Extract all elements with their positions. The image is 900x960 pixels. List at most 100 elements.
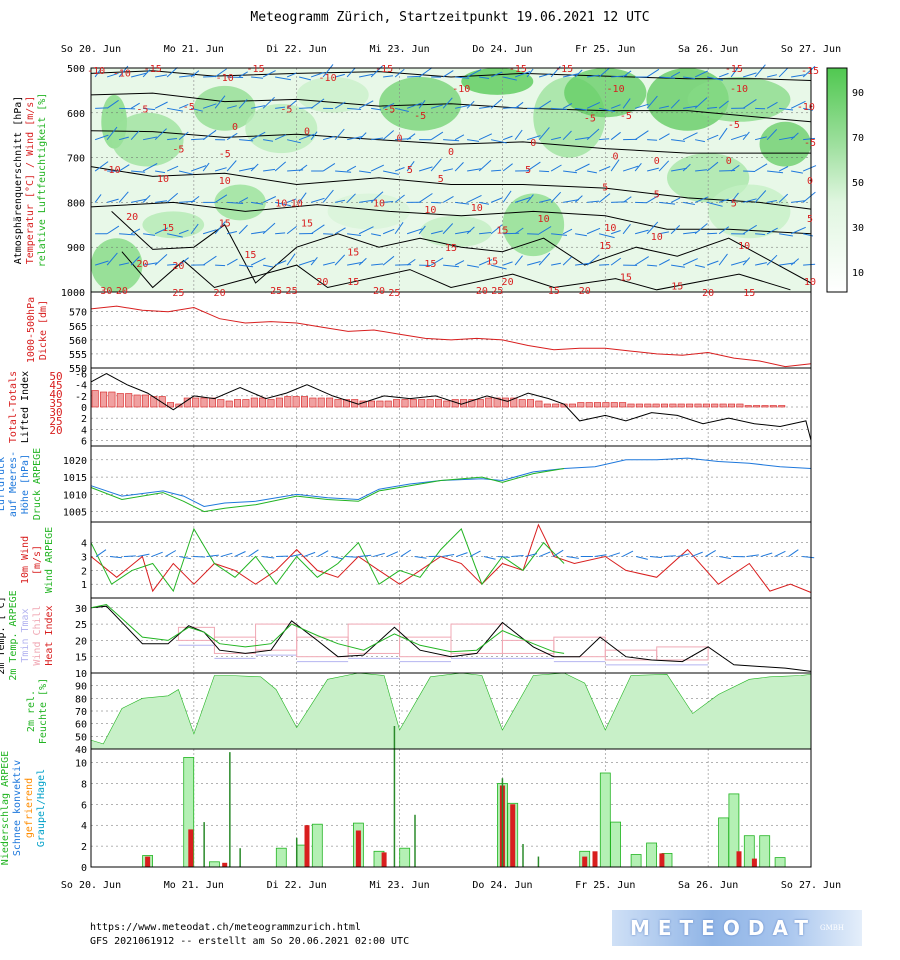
day-label-bottom: Mi 23. Jun bbox=[369, 880, 429, 891]
total-totals-bar bbox=[518, 399, 526, 408]
tick-label: 4 bbox=[81, 539, 87, 550]
isotherm-label: 5 bbox=[731, 198, 737, 209]
isotherm-label: -5 bbox=[414, 111, 426, 122]
wind-barb bbox=[575, 137, 589, 141]
wind-barb bbox=[395, 107, 409, 112]
isotherm-label: 10 bbox=[651, 232, 663, 243]
tick-label: 25 bbox=[75, 620, 87, 631]
tick-label: 30 bbox=[75, 604, 87, 615]
isotherm-label: 10 bbox=[373, 198, 385, 209]
wind-barb bbox=[299, 107, 314, 109]
wind-barb bbox=[226, 132, 238, 141]
wind-barb bbox=[551, 233, 568, 236]
wind-barb bbox=[622, 223, 631, 235]
wind-barb bbox=[155, 200, 168, 203]
wind-barb bbox=[562, 130, 572, 141]
axis-title-line: Dicke [dm] bbox=[38, 300, 49, 360]
wind-barb bbox=[599, 138, 610, 141]
precip-bar bbox=[630, 854, 642, 868]
wind-barb bbox=[347, 107, 362, 110]
wind-barb bbox=[622, 196, 632, 203]
wind-barb bbox=[670, 197, 681, 203]
wind-barb bbox=[730, 192, 739, 203]
isotherm-label: 15 bbox=[620, 272, 632, 283]
total-totals-bar bbox=[91, 390, 99, 408]
wind-barb bbox=[742, 72, 757, 78]
total-totals-bar bbox=[619, 402, 627, 408]
colorbar-tick-label: 30 bbox=[852, 223, 864, 234]
wind-barb bbox=[479, 106, 492, 109]
wind-barb bbox=[802, 65, 816, 78]
isotherm-label: 5 bbox=[602, 183, 608, 194]
wind-barb bbox=[491, 169, 502, 172]
total-totals-bar bbox=[485, 397, 493, 408]
total-totals-bar bbox=[593, 402, 601, 408]
wind-barb bbox=[118, 191, 129, 203]
wind-barb bbox=[539, 170, 550, 173]
axis-title-line: Wind Chill bbox=[32, 605, 43, 665]
wind-barb bbox=[563, 73, 579, 78]
total-totals-bar bbox=[150, 396, 158, 408]
humidity-colorbar bbox=[826, 67, 848, 293]
total-totals-bar bbox=[660, 403, 668, 408]
wind-barb bbox=[322, 135, 335, 141]
wind-barb bbox=[598, 166, 611, 172]
total-totals-bar bbox=[141, 394, 149, 408]
axis-title-line: auf Meeres- bbox=[8, 451, 19, 517]
wind-barb bbox=[718, 100, 729, 109]
wind-barb bbox=[298, 259, 315, 266]
total-totals-tick: 45 bbox=[49, 379, 62, 392]
isotherm-label: -10 bbox=[797, 102, 815, 113]
wind-barb bbox=[227, 231, 238, 235]
wind-barb bbox=[707, 106, 718, 109]
total-totals-bar bbox=[727, 403, 735, 408]
panel-background bbox=[91, 292, 811, 368]
total-totals-tick: 25 bbox=[49, 415, 62, 428]
pressure-axis-title: Luftdruck auf Meeres- Höhe [hPa] Druck ARPE… bbox=[0, 448, 43, 520]
pressure-arpege-line bbox=[90, 468, 565, 513]
wind-barb bbox=[358, 132, 367, 141]
tick-label: 560 bbox=[69, 336, 87, 347]
wind-barb bbox=[454, 162, 464, 172]
tick-label: 550 bbox=[69, 364, 87, 375]
lifted-index-tick: -2 bbox=[75, 392, 87, 403]
total-totals-bar bbox=[133, 394, 141, 408]
meteodat-logo[interactable]: METEODAT GMBH bbox=[612, 910, 862, 946]
wind-barb bbox=[430, 131, 444, 141]
wind-barb bbox=[130, 256, 140, 266]
isotherm-label: -15 bbox=[555, 64, 573, 75]
total-totals-bar bbox=[552, 403, 560, 408]
total-totals-bar bbox=[376, 400, 384, 408]
wind-barb bbox=[334, 73, 345, 78]
wind-barb bbox=[142, 194, 151, 203]
wind-arrow bbox=[469, 550, 481, 557]
wind-barb bbox=[454, 134, 465, 141]
tick-label: 20 bbox=[75, 636, 87, 647]
wind-barb bbox=[106, 126, 118, 140]
total-totals-bar bbox=[192, 397, 200, 408]
wind-arrow bbox=[525, 553, 538, 558]
wind-barb bbox=[778, 67, 788, 78]
wind-barb bbox=[694, 97, 708, 109]
wind-barb bbox=[106, 99, 119, 109]
wind-barb bbox=[274, 161, 287, 172]
tick-label: 50 bbox=[75, 732, 87, 743]
wind-arrow bbox=[414, 556, 427, 559]
isotherm-label: 15 bbox=[486, 257, 498, 268]
wind-barb bbox=[334, 128, 345, 141]
isotherm-label: 15 bbox=[743, 288, 755, 299]
wind-barb bbox=[94, 68, 102, 78]
total-totals-bar bbox=[116, 393, 124, 408]
wind-barb bbox=[287, 139, 301, 144]
tick-label: 1 bbox=[81, 580, 87, 591]
isotherm-label: -10 bbox=[113, 68, 131, 79]
wind-barb bbox=[755, 262, 768, 266]
isotherm-label: 15 bbox=[548, 286, 560, 297]
isotherm-label: 0 bbox=[807, 176, 813, 187]
isotherm-label: 0 bbox=[232, 122, 238, 133]
tick-label: 60 bbox=[75, 720, 87, 731]
footer-url[interactable]: https://www.meteodat.ch/meteogrammzurich… bbox=[90, 922, 361, 933]
tt-li-axis-title: Total-Totals Lifted Index bbox=[8, 371, 31, 443]
wind-barb bbox=[659, 76, 676, 79]
